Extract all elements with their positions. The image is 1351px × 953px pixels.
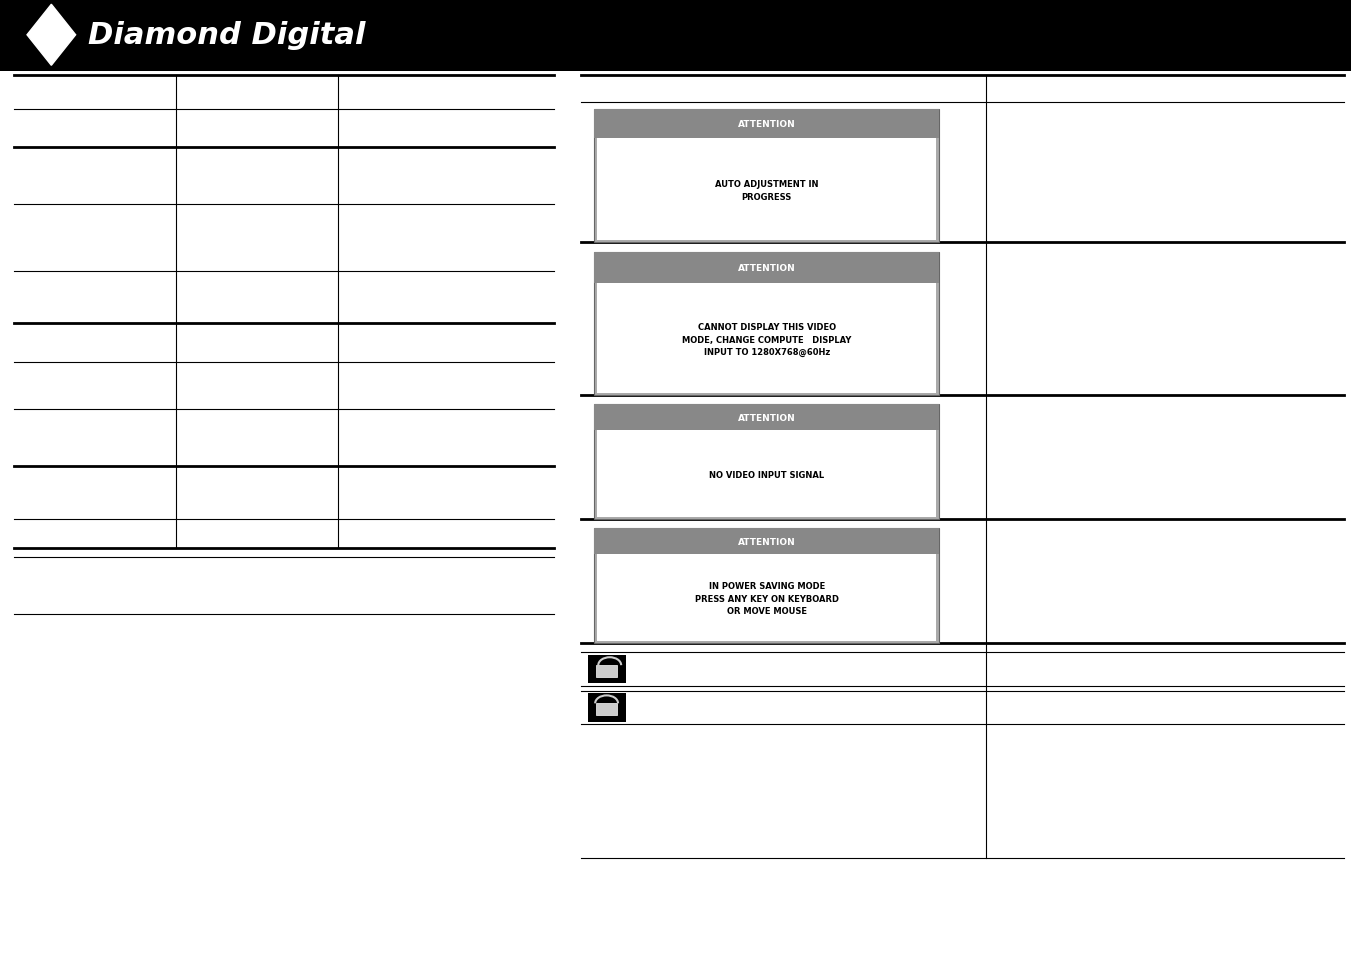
Polygon shape [27, 6, 76, 67]
Bar [597, 554, 936, 641]
Bar [588, 656, 626, 683]
Text: IN POWER SAVING MODE
PRESS ANY KEY ON KEYBOARD
OR MOVE MOUSE: IN POWER SAVING MODE PRESS ANY KEY ON KE… [694, 581, 839, 616]
Text: ATTENTION: ATTENTION [738, 264, 796, 273]
Bar [594, 529, 939, 554]
Text: ATTENTION: ATTENTION [738, 120, 796, 129]
Bar [594, 405, 939, 430]
Text: Diamond Digital: Diamond Digital [88, 21, 365, 51]
Text: ATTENTION: ATTENTION [738, 537, 796, 546]
Bar [596, 665, 617, 677]
FancyBboxPatch shape [594, 110, 939, 243]
Text: CANNOT DISPLAY THIS VIDEO
MODE, CHANGE COMPUTE   DISPLAY
INPUT TO 1280X768@60Hz: CANNOT DISPLAY THIS VIDEO MODE, CHANGE C… [682, 323, 851, 356]
FancyBboxPatch shape [594, 405, 939, 519]
Text: NO VIDEO INPUT SIGNAL: NO VIDEO INPUT SIGNAL [709, 470, 824, 479]
Text: AUTO ADJUSTMENT IN
PROGRESS: AUTO ADJUSTMENT IN PROGRESS [715, 180, 819, 202]
Bar [597, 139, 936, 241]
Bar [588, 694, 626, 721]
Bar [594, 110, 939, 139]
Bar [597, 284, 936, 394]
Bar [596, 703, 617, 715]
Bar [597, 430, 936, 517]
FancyBboxPatch shape [594, 253, 939, 395]
Text: ATTENTION: ATTENTION [738, 413, 796, 422]
Bar [0, 0, 1351, 71]
FancyBboxPatch shape [594, 529, 939, 643]
Bar [594, 253, 939, 284]
